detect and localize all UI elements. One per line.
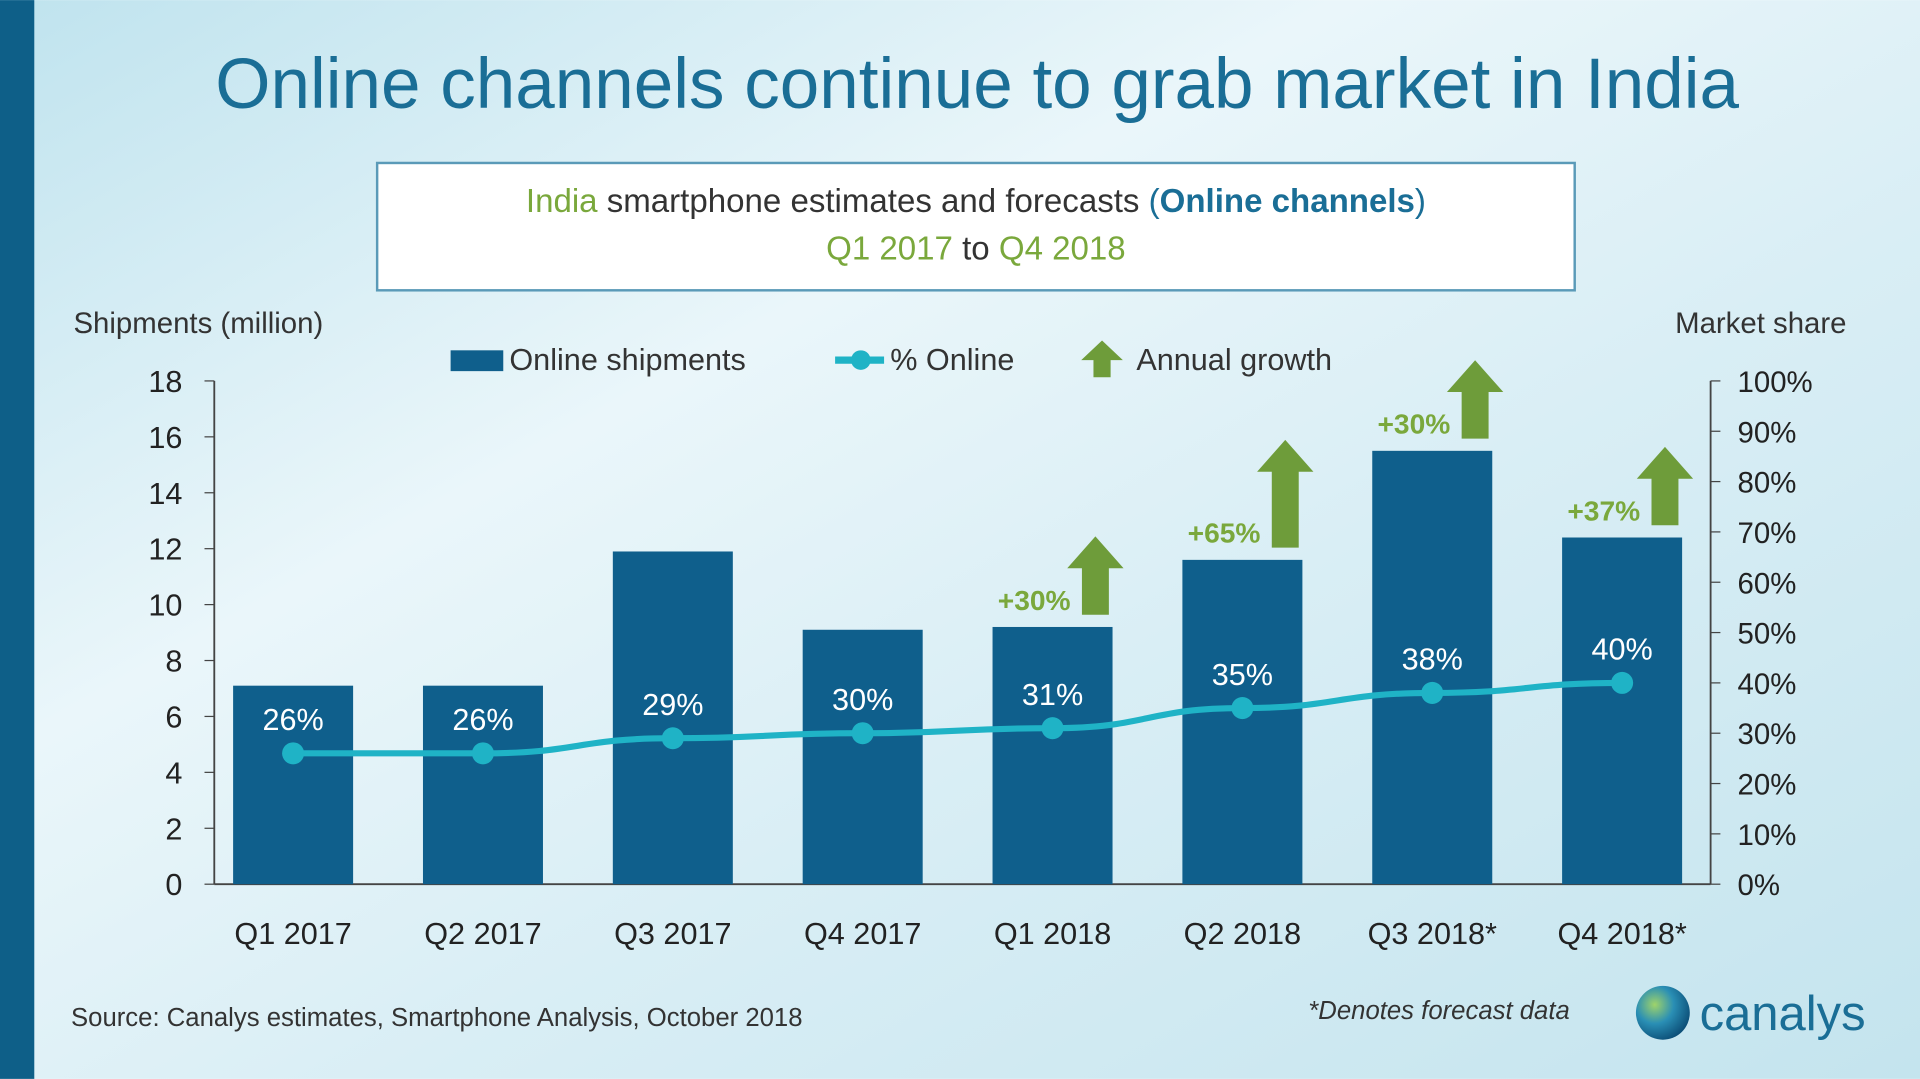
page-title: Online channels continue to grab market … xyxy=(215,45,1739,124)
bar xyxy=(802,629,923,885)
y2-tick-label: 70% xyxy=(1738,517,1797,550)
percent-online-label: 30% xyxy=(832,683,893,717)
subtitle-box xyxy=(375,161,1576,292)
x-tick-label: Q1 2018 xyxy=(994,917,1111,951)
x-tick-label: Q4 2017 xyxy=(804,917,921,951)
percent-online-label: 40% xyxy=(1591,633,1652,667)
bar xyxy=(1562,537,1683,885)
y-tick-label: 8 xyxy=(165,645,182,679)
legend-online-shipments: Online shipments xyxy=(509,343,746,377)
percent-online-point xyxy=(1611,671,1634,694)
percent-online-label: 29% xyxy=(642,688,703,722)
bar xyxy=(422,685,543,885)
legend-line-marker xyxy=(851,350,871,370)
subtitle-line2: Q1 2017 to Q4 2018 xyxy=(826,231,1126,268)
subtitle-online: Online channels xyxy=(1160,183,1415,220)
x-tick-label: Q1 2017 xyxy=(234,917,351,951)
growth-arrow-icon xyxy=(1067,536,1124,615)
percent-online-label: 31% xyxy=(1022,678,1083,712)
logo-text: canalys xyxy=(1700,987,1866,1041)
percent-online-label: 38% xyxy=(1402,643,1463,677)
percent-online-point xyxy=(471,742,494,765)
y2-tick-label: 100% xyxy=(1738,366,1813,399)
legend: Online shipments % Online Annual growth xyxy=(450,340,1332,378)
bar xyxy=(233,685,354,885)
y-axis-label: Shipments (million) xyxy=(73,307,323,340)
x-tick-label: Q2 2018 xyxy=(1184,917,1301,951)
percent-online-label: 35% xyxy=(1212,658,1273,692)
subtitle-start: Q1 2017 xyxy=(826,231,953,268)
bar xyxy=(612,551,733,885)
percent-online-point xyxy=(1231,697,1254,720)
y-tick-label: 6 xyxy=(165,700,182,734)
legend-percent-online: % Online xyxy=(890,343,1014,377)
x-tick-label: Q3 2017 xyxy=(614,917,731,951)
y-tick-label: 10 xyxy=(148,589,182,623)
y-tick-label: 14 xyxy=(148,477,182,511)
y2-tick-label: 60% xyxy=(1738,567,1797,600)
percent-online-line xyxy=(293,679,1623,757)
source-note: Source: Canalys estimates, Smartphone An… xyxy=(71,1004,803,1032)
subtitle-end: Q4 2018 xyxy=(999,231,1126,268)
y2-tick-label: 20% xyxy=(1738,769,1797,802)
percent-online-label: 26% xyxy=(452,703,513,737)
y2-tick-label: 10% xyxy=(1738,819,1797,852)
growth-arrow-icon xyxy=(1257,439,1314,548)
growth-label: +30% xyxy=(1377,409,1450,440)
logo-globe-icon xyxy=(1635,985,1690,1040)
y2-tick-label: 0% xyxy=(1738,869,1780,902)
legend-bar-swatch xyxy=(450,350,504,372)
percent-online-point xyxy=(851,722,874,745)
y2-tick-label: 30% xyxy=(1738,718,1797,751)
y2-tick-label: 80% xyxy=(1738,467,1797,500)
legend-arrow-icon xyxy=(1081,340,1123,378)
y2-axis-label: Market share xyxy=(1675,307,1846,340)
x-tick-label: Q2 2017 xyxy=(424,917,541,951)
y-tick-label: 12 xyxy=(148,533,182,567)
bar xyxy=(1372,450,1493,885)
y2-tick-label: 40% xyxy=(1738,668,1797,701)
y2-tick-label: 50% xyxy=(1738,618,1797,651)
y-tick-label: 16 xyxy=(148,421,182,455)
growth-arrow-icon xyxy=(1446,360,1504,439)
bar xyxy=(992,626,1113,885)
percent-online-point xyxy=(282,742,305,765)
x-tick-label: Q4 2018* xyxy=(1557,917,1686,951)
left-stripe xyxy=(0,0,35,1079)
y-tick-label: 0 xyxy=(165,868,182,902)
percent-online-point xyxy=(1041,717,1064,740)
growth-label: +37% xyxy=(1567,495,1640,526)
growth-label: +30% xyxy=(998,585,1071,616)
bar xyxy=(1182,559,1303,885)
subtitle-paren-close: ) xyxy=(1415,183,1426,220)
percent-online-point xyxy=(661,727,684,750)
subtitle-to: to xyxy=(953,231,999,268)
y-tick-label: 2 xyxy=(165,812,182,846)
subtitle-india: India xyxy=(526,183,598,220)
legend-annual-growth: Annual growth xyxy=(1136,343,1332,377)
percent-online-point xyxy=(1421,681,1444,704)
y2-tick-label: 90% xyxy=(1738,416,1797,449)
y-tick-label: 4 xyxy=(165,756,182,790)
y-tick-label: 18 xyxy=(148,365,182,399)
subtitle-line1: India smartphone estimates and forecasts… xyxy=(526,183,1426,220)
forecast-note: *Denotes forecast data xyxy=(1308,997,1569,1025)
percent-online-label: 26% xyxy=(262,703,323,737)
canalys-logo: canalys xyxy=(1635,985,1866,1041)
growth-label: +65% xyxy=(1188,518,1261,549)
subtitle-paren-open: ( xyxy=(1149,183,1160,220)
subtitle-text: smartphone estimates and forecasts xyxy=(598,183,1149,220)
growth-arrow-icon xyxy=(1636,446,1694,526)
x-tick-label: Q3 2018* xyxy=(1368,917,1497,951)
